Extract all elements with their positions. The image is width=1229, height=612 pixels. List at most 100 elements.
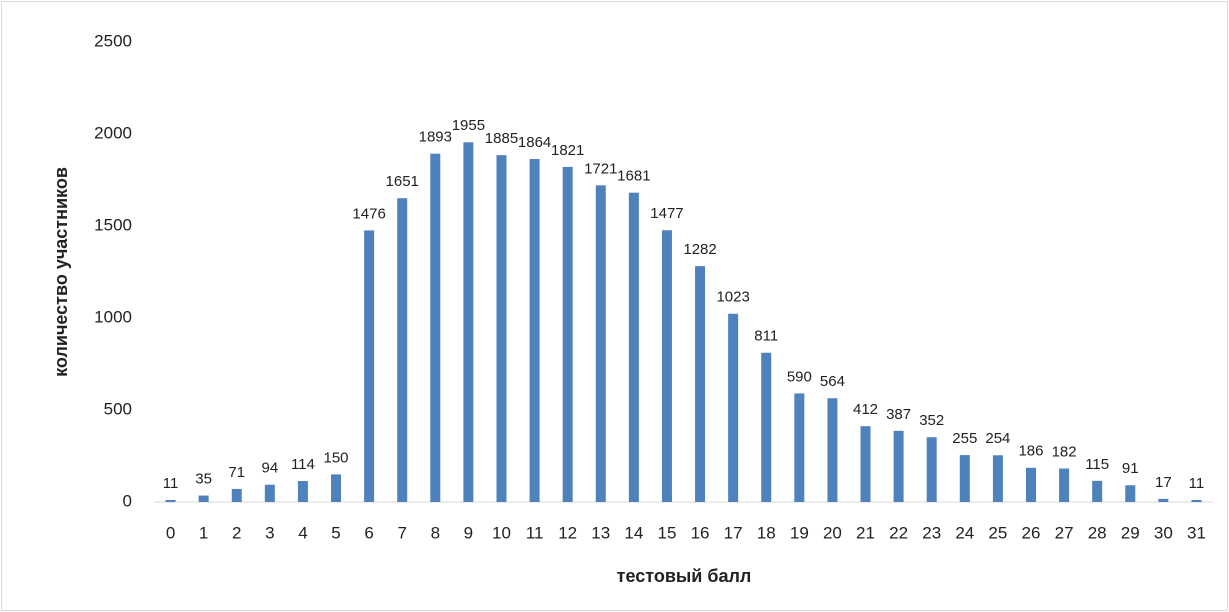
x-tick-label: 6 — [364, 523, 373, 542]
x-tick-label: 28 — [1088, 523, 1107, 542]
bar — [1059, 468, 1070, 502]
x-tick-label: 9 — [464, 523, 473, 542]
x-tick-label: 18 — [757, 523, 776, 542]
data-label: 91 — [1122, 460, 1139, 477]
x-tick-label: 13 — [591, 523, 610, 542]
bar — [959, 455, 970, 502]
data-label: 590 — [787, 368, 812, 385]
bar — [562, 166, 573, 502]
y-tick-label: 1000 — [94, 307, 132, 326]
bar — [695, 266, 706, 502]
bar — [893, 430, 904, 502]
data-label: 1477 — [650, 205, 683, 222]
data-label: 11 — [1189, 475, 1205, 492]
x-tick-label: 19 — [790, 523, 809, 542]
x-tick-label: 25 — [988, 523, 1007, 542]
bar — [827, 398, 838, 502]
bar — [264, 484, 275, 502]
bar — [463, 142, 474, 502]
y-tick-label: 0 — [123, 491, 132, 510]
x-tick-label: 7 — [397, 523, 406, 542]
bar — [198, 495, 209, 502]
data-label: 11 — [163, 475, 179, 492]
bar — [860, 426, 871, 502]
x-tick-label: 24 — [955, 523, 974, 542]
x-tick-label: 17 — [724, 523, 743, 542]
bar — [529, 159, 540, 503]
data-label: 1651 — [386, 173, 419, 190]
bar — [430, 153, 441, 503]
data-label: 150 — [324, 449, 349, 466]
x-tick-label: 23 — [922, 523, 941, 542]
bar — [297, 481, 308, 502]
data-label: 115 — [1085, 456, 1109, 473]
bar — [926, 437, 937, 502]
data-label: 1476 — [352, 205, 385, 222]
x-tick-label: 8 — [431, 523, 440, 542]
x-tick-label: 3 — [265, 523, 274, 542]
x-tick-label: 11 — [526, 523, 544, 542]
data-label: 255 — [952, 430, 977, 447]
bar — [1191, 499, 1202, 502]
data-label: 564 — [820, 373, 845, 390]
x-tick-label: 16 — [691, 523, 710, 542]
x-tick-label: 2 — [232, 523, 241, 542]
x-tick-label: 0 — [166, 523, 175, 542]
x-tick-label: 27 — [1055, 523, 1074, 542]
bar — [1092, 480, 1103, 502]
data-label: 1955 — [452, 117, 485, 134]
bar — [331, 474, 342, 502]
x-tick-label: 29 — [1121, 523, 1140, 542]
x-tick-label: 5 — [331, 523, 340, 542]
bar — [595, 185, 606, 502]
x-tick-label: 15 — [657, 523, 676, 542]
data-label: 1821 — [551, 142, 584, 159]
bar — [364, 230, 375, 502]
data-label: 182 — [1052, 443, 1077, 460]
data-label: 1282 — [683, 241, 716, 258]
data-label: 1721 — [584, 160, 617, 177]
data-label: 35 — [195, 471, 212, 488]
x-tick-label: 12 — [558, 523, 577, 542]
data-label: 811 — [754, 328, 778, 345]
x-axis-title: тестовый балл — [617, 566, 752, 586]
data-label: 1023 — [716, 289, 749, 306]
bar — [728, 313, 739, 502]
x-tick-label: 22 — [889, 523, 908, 542]
x-tick-label: 30 — [1154, 523, 1173, 542]
data-label: 387 — [886, 406, 911, 423]
x-tick-label: 21 — [856, 523, 875, 542]
data-label: 352 — [919, 412, 944, 429]
bar — [1125, 485, 1136, 502]
y-tick-label: 2000 — [94, 123, 132, 142]
y-tick-label: 1500 — [94, 215, 132, 234]
bar — [397, 198, 408, 502]
x-tick-label: 26 — [1022, 523, 1041, 542]
data-label: 1864 — [518, 134, 551, 151]
x-tick-label: 20 — [823, 523, 842, 542]
x-tick-label: 10 — [492, 523, 511, 542]
bar — [496, 155, 507, 502]
bar — [1025, 467, 1036, 502]
bar — [992, 455, 1003, 502]
bar — [165, 499, 176, 502]
data-label: 17 — [1155, 474, 1172, 491]
bar — [1158, 498, 1169, 502]
data-label: 1893 — [419, 129, 452, 146]
data-label: 114 — [291, 456, 315, 473]
data-label: 412 — [853, 401, 878, 418]
x-tick-label: 14 — [624, 523, 643, 542]
bar — [794, 393, 805, 502]
data-label: 1885 — [485, 130, 518, 147]
y-tick-label: 500 — [104, 399, 132, 418]
data-label: 94 — [261, 460, 278, 477]
bar — [761, 352, 772, 502]
x-tick-label: 4 — [298, 523, 307, 542]
data-label: 186 — [1018, 443, 1043, 460]
y-axis-title: количество участников — [51, 167, 71, 377]
bar — [628, 192, 639, 503]
x-tick-label: 1 — [199, 523, 208, 542]
